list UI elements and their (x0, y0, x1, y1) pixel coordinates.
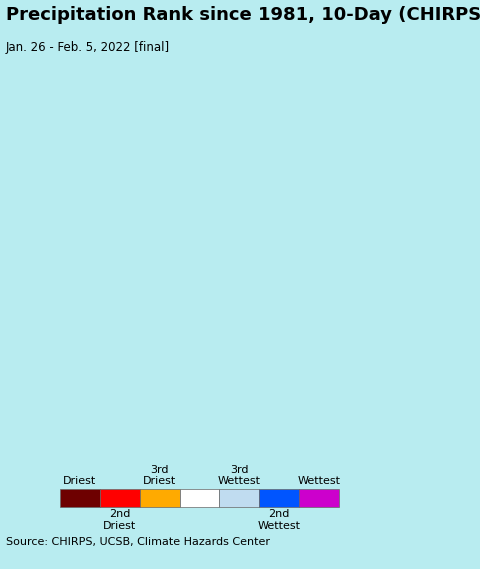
Text: Precipitation Rank since 1981, 10-Day (CHIRPS): Precipitation Rank since 1981, 10-Day (C… (6, 6, 480, 24)
Bar (180, 489, 219, 506)
Text: Driest: Driest (63, 476, 96, 486)
Text: Jan. 26 - Feb. 5, 2022 [final]: Jan. 26 - Feb. 5, 2022 [final] (6, 40, 170, 53)
Text: 2nd
Wettest: 2nd Wettest (258, 509, 300, 531)
Text: 3rd
Wettest: 3rd Wettest (218, 465, 261, 486)
Text: 2nd
Driest: 2nd Driest (103, 509, 136, 531)
Bar (100, 489, 140, 506)
Text: Source: CHIRPS, UCSB, Climate Hazards Center: Source: CHIRPS, UCSB, Climate Hazards Ce… (6, 537, 270, 547)
Bar (299, 489, 339, 506)
Text: 3rd
Driest: 3rd Driest (143, 465, 176, 486)
Bar (259, 489, 299, 506)
Bar (60, 489, 100, 506)
Bar (219, 489, 259, 506)
Text: Wettest: Wettest (298, 476, 340, 486)
Bar (140, 489, 180, 506)
